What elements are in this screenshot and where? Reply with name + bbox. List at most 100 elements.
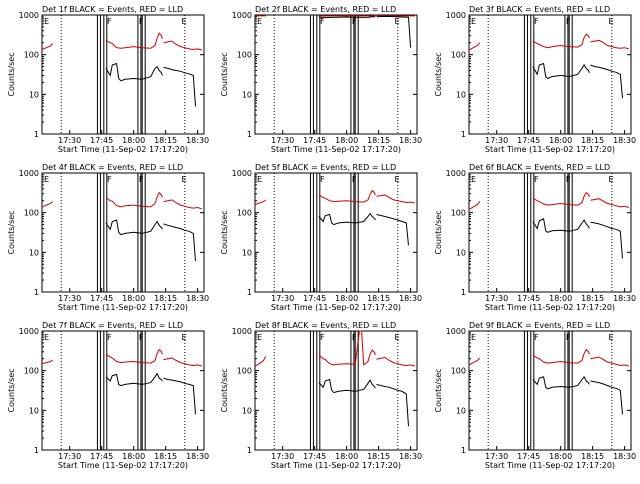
- axes-frame: [255, 331, 417, 450]
- y-axis-label: Counts/sec: [434, 210, 443, 254]
- x-tick-label: 17:45: [90, 294, 113, 303]
- lld-series-line: [469, 202, 480, 210]
- event-marker-label: E: [471, 175, 476, 184]
- x-tick-label: 18:00: [335, 452, 358, 461]
- lld-series-line: [591, 199, 629, 208]
- y-axis-label: Counts/sec: [7, 52, 16, 96]
- lld-series-line: [533, 193, 590, 206]
- lld-series-line: [533, 350, 590, 364]
- x-tick-label: 17:45: [90, 452, 113, 461]
- panel-title: Det 1f BLACK = Events, RED = LLD: [42, 5, 183, 14]
- y-axis-label: Counts/sec: [220, 368, 229, 412]
- detector-panel: Det 4f BLACK = Events, RED = LLD11010010…: [7, 163, 209, 312]
- x-axis-label: Start Time (11-Sep-02 17:17:20): [485, 461, 615, 470]
- x-tick-label: 18:15: [367, 294, 390, 303]
- panel-title: Det 3f BLACK = Events, RED = LLD: [469, 5, 610, 14]
- event-marker-label: F: [139, 333, 144, 342]
- events-series-line: [106, 374, 162, 386]
- event-marker-label: F: [139, 17, 144, 26]
- event-marker-label: F: [534, 333, 539, 342]
- x-tick-label: 17:30: [271, 452, 294, 461]
- lld-series-line: [533, 34, 590, 48]
- detector-panel: Det 3f BLACK = Events, RED = LLD11010010…: [434, 5, 636, 154]
- x-tick-label: 17:45: [303, 294, 326, 303]
- x-tick-label: 17:30: [271, 136, 294, 145]
- event-marker-label: E: [471, 333, 476, 342]
- y-tick-label: 1: [247, 446, 252, 455]
- event-marker-label: F: [352, 17, 357, 26]
- panel-title: Det 6f BLACK = Events, RED = LLD: [469, 163, 610, 172]
- lld-series-line: [377, 195, 415, 203]
- y-tick-label: 10: [29, 406, 39, 415]
- y-axis-label: Counts/sec: [220, 52, 229, 96]
- events-series-line: [591, 222, 623, 258]
- y-tick-label: 1: [34, 130, 39, 139]
- x-tick-label: 17:30: [485, 136, 508, 145]
- events-series-line: [319, 214, 376, 225]
- y-tick-label: 1000: [19, 169, 39, 178]
- x-tick-label: 18:15: [367, 136, 390, 145]
- x-axis-label: Start Time (11-Sep-02 17:17:20): [58, 461, 188, 470]
- axes-frame: [42, 15, 204, 134]
- x-tick-label: 17:45: [517, 136, 540, 145]
- y-tick-label: 1: [34, 288, 39, 297]
- event-marker-label: F: [107, 333, 112, 342]
- x-axis-label: Start Time (11-Sep-02 17:17:20): [58, 145, 188, 154]
- x-tick-label: 18:30: [613, 452, 636, 461]
- x-tick-label: 17:45: [517, 452, 540, 461]
- event-marker-label: E: [395, 175, 400, 184]
- x-tick-label: 17:30: [58, 136, 81, 145]
- lld-series-line: [164, 200, 202, 209]
- lld-series-line: [164, 358, 202, 366]
- x-tick-label: 17:45: [517, 294, 540, 303]
- y-tick-label: 100: [237, 51, 252, 60]
- y-tick-label: 1: [461, 446, 466, 455]
- y-tick-label: 1000: [232, 169, 252, 178]
- x-tick-label: 18:15: [154, 294, 177, 303]
- events-series-line: [164, 224, 196, 261]
- event-marker-label: F: [320, 17, 325, 26]
- y-tick-label: 1: [461, 130, 466, 139]
- lld-series-line: [319, 191, 376, 203]
- lld-series-line: [42, 202, 53, 207]
- y-tick-label: 100: [451, 51, 466, 60]
- events-series-line: [533, 64, 590, 79]
- x-axis-label: Start Time (11-Sep-02 17:17:20): [271, 145, 401, 154]
- y-tick-label: 1000: [232, 11, 252, 20]
- event-marker-label: F: [320, 175, 325, 184]
- event-marker-label: F: [139, 175, 144, 184]
- x-tick-label: 17:45: [303, 136, 326, 145]
- panel-title: Det 9f BLACK = Events, RED = LLD: [469, 321, 610, 330]
- detector-panel: Det 8f BLACK = Events, RED = LLD11010010…: [220, 321, 422, 470]
- panel-title: Det 2f BLACK = Events, RED = LLD: [255, 5, 396, 14]
- event-marker-label: F: [107, 17, 112, 26]
- detector-panel: Det 2f BLACK = Events, RED = LLD11010010…: [220, 5, 422, 154]
- x-axis-label: Start Time (11-Sep-02 17:17:20): [271, 303, 401, 312]
- event-marker-label: E: [257, 333, 262, 342]
- panel-title: Det 8f BLACK = Events, RED = LLD: [255, 321, 396, 330]
- panel-title: Det 4f BLACK = Events, RED = LLD: [42, 163, 183, 172]
- lld-series-line: [319, 331, 376, 365]
- events-series-line: [164, 67, 196, 106]
- lld-series-line: [106, 350, 162, 364]
- axes-frame: [469, 15, 631, 134]
- x-tick-label: 18:00: [549, 136, 572, 145]
- lld-series-line: [591, 40, 629, 49]
- x-tick-label: 18:30: [399, 136, 422, 145]
- event-marker-label: F: [534, 17, 539, 26]
- y-tick-label: 1: [247, 288, 252, 297]
- y-axis-label: Counts/sec: [7, 368, 16, 412]
- events-series-line: [377, 384, 409, 426]
- y-tick-label: 100: [451, 209, 466, 218]
- axes-frame: [469, 331, 631, 450]
- events-series-line: [319, 17, 376, 18]
- y-tick-label: 10: [456, 248, 466, 257]
- event-marker-label: E: [182, 175, 187, 184]
- event-marker-label: E: [44, 333, 49, 342]
- x-tick-label: 17:30: [58, 294, 81, 303]
- lld-series-line: [42, 44, 53, 50]
- detector-panel: Det 1f BLACK = Events, RED = LLD11010010…: [7, 5, 209, 154]
- events-series-line: [591, 381, 623, 414]
- axes-frame: [42, 173, 204, 292]
